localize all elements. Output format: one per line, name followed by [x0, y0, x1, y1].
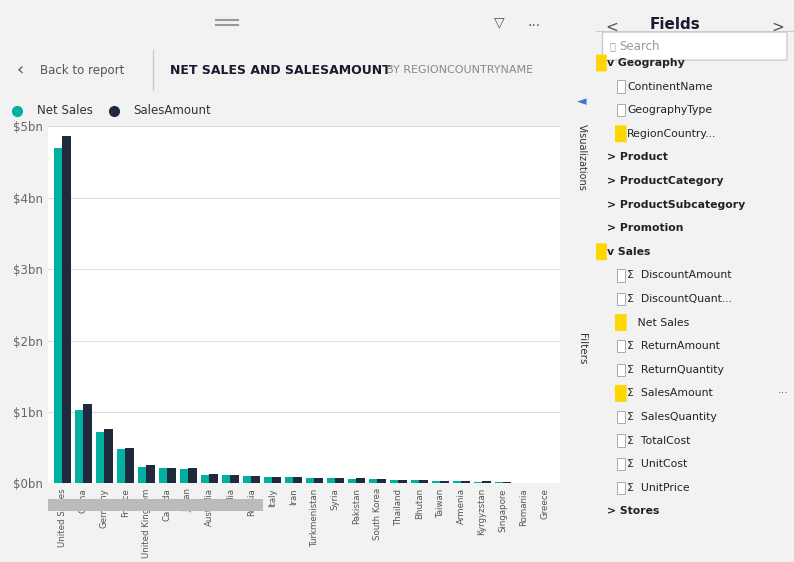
Bar: [104, 429, 113, 483]
Text: > Promotion: > Promotion: [607, 223, 684, 233]
FancyBboxPatch shape: [615, 125, 626, 142]
Text: NET SALES AND SALESAMOUNT: NET SALES AND SALESAMOUNT: [170, 64, 391, 77]
Text: ▽: ▽: [495, 16, 505, 29]
Text: SalesAmount: SalesAmount: [133, 105, 211, 117]
Bar: [222, 475, 230, 483]
Bar: [618, 80, 626, 93]
Bar: [75, 410, 83, 483]
Bar: [285, 477, 293, 483]
Text: > Product: > Product: [607, 152, 669, 162]
Text: ◄: ◄: [576, 94, 587, 108]
Text: GeographyType: GeographyType: [627, 105, 712, 115]
Bar: [264, 477, 272, 483]
FancyBboxPatch shape: [603, 32, 787, 60]
Text: Σ  DiscountAmount: Σ DiscountAmount: [627, 270, 732, 280]
Text: Σ  ReturnQuantity: Σ ReturnQuantity: [627, 365, 724, 375]
Bar: [618, 293, 626, 305]
Text: Filters: Filters: [576, 333, 587, 364]
Bar: [618, 434, 626, 447]
Bar: [618, 269, 626, 282]
Bar: [251, 476, 260, 483]
Bar: [419, 481, 427, 483]
Bar: [410, 481, 419, 483]
Text: BY REGIONCOUNTRYNAME: BY REGIONCOUNTRYNAME: [386, 65, 533, 75]
Text: Σ  UnitPrice: Σ UnitPrice: [627, 483, 690, 493]
Bar: [440, 481, 449, 483]
Bar: [48, 499, 263, 511]
Bar: [306, 478, 314, 483]
Text: v Geography: v Geography: [607, 58, 685, 68]
Bar: [348, 479, 357, 483]
Bar: [230, 475, 239, 483]
Bar: [432, 481, 440, 483]
Bar: [390, 480, 398, 483]
Bar: [314, 478, 322, 483]
Text: Search: Search: [619, 39, 660, 53]
Text: ‹: ‹: [17, 61, 25, 79]
Bar: [180, 469, 188, 483]
Text: Σ  SalesQuantity: Σ SalesQuantity: [627, 412, 717, 422]
Bar: [503, 482, 511, 483]
Text: ContinentName: ContinentName: [627, 81, 713, 92]
Bar: [482, 482, 491, 483]
Bar: [618, 411, 626, 423]
Bar: [210, 474, 218, 483]
Bar: [368, 479, 377, 483]
Text: Σ  TotalCost: Σ TotalCost: [627, 436, 691, 446]
Bar: [243, 476, 251, 483]
Bar: [618, 482, 626, 494]
Text: Σ  DiscountQuant...: Σ DiscountQuant...: [627, 294, 732, 304]
Bar: [117, 449, 125, 483]
Text: Net Sales: Net Sales: [627, 318, 689, 328]
Bar: [146, 465, 155, 483]
Bar: [495, 482, 503, 483]
Text: 🔍: 🔍: [610, 41, 615, 51]
Bar: [618, 364, 626, 376]
Bar: [357, 478, 364, 483]
Text: Σ  ReturnAmount: Σ ReturnAmount: [627, 341, 720, 351]
Bar: [377, 479, 386, 483]
Bar: [54, 148, 63, 483]
FancyBboxPatch shape: [615, 314, 626, 331]
Bar: [461, 481, 469, 483]
Bar: [293, 477, 302, 483]
Bar: [618, 340, 626, 352]
Bar: [168, 468, 175, 483]
Bar: [159, 468, 168, 483]
Text: ...: ...: [527, 16, 540, 29]
Text: Net Sales: Net Sales: [37, 105, 93, 117]
Text: Σ  SalesAmount: Σ SalesAmount: [627, 388, 713, 398]
FancyBboxPatch shape: [615, 385, 626, 402]
Bar: [138, 467, 146, 483]
Bar: [453, 481, 461, 483]
Bar: [96, 432, 104, 483]
Text: v Sales: v Sales: [607, 247, 651, 257]
Bar: [188, 468, 197, 483]
Text: > ProductSubcategory: > ProductSubcategory: [607, 200, 746, 210]
Bar: [398, 480, 407, 483]
Bar: [618, 458, 626, 470]
Text: Visualizations: Visualizations: [576, 124, 587, 191]
FancyBboxPatch shape: [596, 243, 607, 260]
Bar: [335, 478, 344, 483]
Text: ···: ···: [778, 388, 789, 398]
Bar: [327, 478, 335, 483]
Text: RegionCountry...: RegionCountry...: [627, 129, 717, 139]
Text: Back to report: Back to report: [40, 64, 124, 77]
Text: > ProductCategory: > ProductCategory: [607, 176, 724, 186]
Text: <: <: [605, 20, 619, 35]
Text: Fields: Fields: [649, 17, 700, 32]
Bar: [83, 404, 92, 483]
Bar: [63, 136, 71, 483]
Text: > Stores: > Stores: [607, 506, 660, 516]
Bar: [272, 477, 280, 483]
Bar: [618, 104, 626, 116]
Bar: [125, 447, 133, 483]
Bar: [474, 482, 482, 483]
Text: >: >: [771, 20, 784, 35]
Bar: [201, 475, 210, 483]
Text: Σ  UnitCost: Σ UnitCost: [627, 459, 688, 469]
FancyBboxPatch shape: [596, 55, 607, 71]
